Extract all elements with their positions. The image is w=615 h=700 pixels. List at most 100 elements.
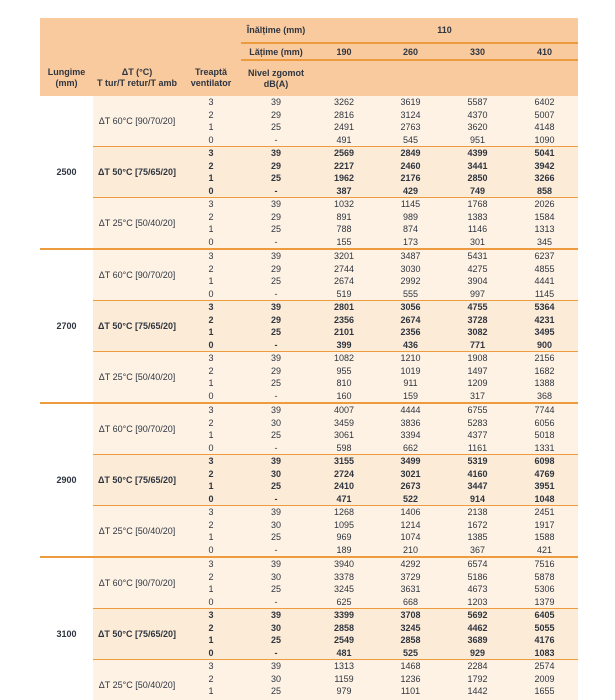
output-value-cell: 345 bbox=[511, 235, 579, 249]
output-value-cell: 3441 bbox=[444, 159, 511, 172]
column-header-length-line2: (mm) bbox=[55, 78, 78, 88]
output-value-cell: 2763 bbox=[377, 121, 444, 134]
column-header-noise-line2: dB(A) bbox=[263, 78, 289, 89]
output-value-cell: 436 bbox=[377, 338, 444, 352]
fan-speed-cell: 2 bbox=[181, 570, 241, 583]
output-value-cell: 997 bbox=[444, 287, 511, 301]
output-value-cell: 5692 bbox=[444, 608, 511, 622]
noise-level-cell: 25 bbox=[241, 480, 311, 493]
output-value-cell: 2801 bbox=[311, 300, 377, 314]
noise-level-cell: - bbox=[241, 287, 311, 301]
output-value-cell: 3245 bbox=[377, 621, 444, 634]
table-row: 2 30 3459 3836 5283 6056 bbox=[40, 416, 579, 429]
output-value-cell: 399 bbox=[311, 338, 377, 352]
column-header-delta-t-line2: T tur/T retur/T amb bbox=[96, 78, 177, 88]
fan-speed-cell: 0 bbox=[181, 543, 241, 557]
output-value-cell: 5306 bbox=[511, 583, 579, 596]
table-row: 2 30 2858 3245 4462 5055 bbox=[40, 621, 579, 634]
noise-level-cell: 25 bbox=[241, 429, 311, 442]
output-value-cell: 2674 bbox=[377, 313, 444, 326]
output-value-cell: 5587 bbox=[444, 96, 511, 109]
fan-speed-cell: 1 bbox=[181, 121, 241, 134]
output-value-cell: 1145 bbox=[377, 197, 444, 211]
fan-speed-cell: 0 bbox=[181, 697, 241, 700]
delta-t-cell: ΔT 50°C [75/65/20] bbox=[93, 300, 181, 352]
output-value-cell: 5041 bbox=[511, 146, 579, 160]
noise-level-cell: - bbox=[241, 235, 311, 249]
fan-speed-cell: 2 bbox=[181, 518, 241, 531]
fan-speed-cell: 3 bbox=[181, 659, 241, 673]
output-value-cell: 810 bbox=[311, 377, 377, 390]
fan-speed-cell: 2 bbox=[181, 467, 241, 480]
table-row: 2 30 2724 3021 4160 4769 bbox=[40, 467, 579, 480]
width-label: Lățime (mm) bbox=[241, 43, 311, 61]
noise-level-cell: 30 bbox=[241, 570, 311, 583]
output-value-cell: 969 bbox=[311, 531, 377, 544]
fan-speed-cell: 2 bbox=[181, 159, 241, 172]
output-value-cell: 6755 bbox=[444, 402, 511, 417]
fan-speed-cell: 1 bbox=[181, 531, 241, 544]
noise-level-cell: 25 bbox=[241, 172, 311, 185]
noise-level-cell: 39 bbox=[241, 351, 311, 365]
output-value-cell: 2356 bbox=[311, 313, 377, 326]
output-value-cell: 1768 bbox=[444, 197, 511, 211]
table-row: ΔT 50°C [75/65/20] 3 39 2801 3056 4755 5364 bbox=[40, 300, 579, 352]
table-row: 1 25 2491 2763 3620 4148 bbox=[40, 121, 579, 134]
table-row: 0-598 662 1161 1331 bbox=[40, 441, 579, 455]
output-value-cell: 3447 bbox=[444, 480, 511, 493]
output-value-cell: 788 bbox=[311, 223, 377, 236]
noise-level-cell: - bbox=[241, 646, 311, 660]
noise-level-cell: 39 bbox=[241, 248, 311, 263]
output-value-cell: 2816 bbox=[311, 108, 377, 121]
noise-level-cell: 30 bbox=[241, 518, 311, 531]
output-value-cell: 3082 bbox=[444, 326, 511, 339]
output-value-cell: 668 bbox=[377, 595, 444, 609]
output-value-cell: 1313 bbox=[311, 659, 377, 673]
output-value-cell: 6098 bbox=[511, 454, 579, 468]
noise-level-cell: 29 bbox=[241, 364, 311, 377]
table-row: 1 25 2101 2356 3082 3495 bbox=[40, 326, 579, 339]
output-value-cell: 4399 bbox=[444, 146, 511, 160]
noise-level-cell: - bbox=[241, 492, 311, 506]
output-value-cell: 2673 bbox=[377, 480, 444, 493]
table-row: 0-471 522 914 1048 bbox=[40, 492, 579, 506]
width-value-410: 410 bbox=[511, 43, 579, 61]
output-value-cell: 4769 bbox=[511, 467, 579, 480]
noise-level-cell: - bbox=[241, 338, 311, 352]
table-row: 1 25 3061 3394 4377 5018 bbox=[40, 429, 579, 442]
output-value-cell: 4292 bbox=[377, 556, 444, 571]
noise-level-cell: 39 bbox=[241, 146, 311, 160]
column-header-length: Lungime (mm) bbox=[40, 60, 93, 96]
fan-speed-cell: 0 bbox=[181, 646, 241, 660]
output-value-cell: 2574 bbox=[511, 659, 579, 673]
fan-speed-cell: 1 bbox=[181, 685, 241, 698]
fan-speed-cell: 1 bbox=[181, 583, 241, 596]
table-row: 2700 ΔT 60°C [90/70/20] 3 39 3201 3487 5431 623… bbox=[40, 248, 579, 403]
column-header-noise: Nivel zgomot dB(A) bbox=[241, 60, 311, 96]
fan-speed-cell: 3 bbox=[181, 96, 241, 109]
table-row: ΔT 50°C [75/65/20] 3 39 2569 2849 4399 5041 bbox=[40, 146, 579, 198]
fan-speed-cell: 0 bbox=[181, 338, 241, 352]
noise-level-cell: 30 bbox=[241, 621, 311, 634]
length-cell: 2700 bbox=[40, 248, 93, 403]
noise-level-cell: - bbox=[241, 543, 311, 557]
output-value-cell: 2356 bbox=[377, 326, 444, 339]
output-value-cell: 3394 bbox=[377, 429, 444, 442]
output-value-cell: 1268 bbox=[311, 505, 377, 519]
table-row: ΔT 25°C [50/40/20] 3 39 1082 1210 1908 2156 bbox=[40, 351, 579, 403]
output-value-cell: 1442 bbox=[444, 685, 511, 698]
output-value-cell: 2026 bbox=[511, 197, 579, 211]
output-value-cell: 858 bbox=[511, 184, 579, 198]
fan-speed-cell: 3 bbox=[181, 556, 241, 571]
output-value-cell: 1584 bbox=[511, 210, 579, 223]
output-value-cell: 5055 bbox=[511, 621, 579, 634]
output-value-cell: 471 bbox=[311, 492, 377, 506]
output-value-cell: 4275 bbox=[444, 262, 511, 275]
output-value-cell: 1083 bbox=[511, 646, 579, 660]
output-value-cell: 6402 bbox=[511, 96, 579, 109]
output-value-cell: 3245 bbox=[311, 583, 377, 596]
table-row: 2 29 2356 2674 3728 4231 bbox=[40, 313, 579, 326]
output-value-cell: 189 bbox=[311, 543, 377, 557]
table-row: 2 30 1095 1214 1672 1917 bbox=[40, 518, 579, 531]
output-value-cell: 2549 bbox=[311, 634, 377, 647]
